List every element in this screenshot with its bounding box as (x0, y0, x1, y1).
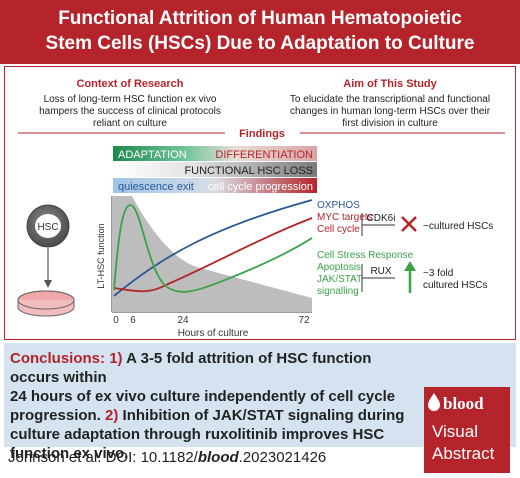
conclusion-2-number: 2) (105, 407, 119, 424)
differentiation-label: DIFFERENTIATION (215, 149, 313, 161)
tick-6: 6 (130, 315, 136, 326)
hsc-nucleus (35, 214, 61, 238)
conclusion-1-part-b: 24 hours of ex vivo culture independentl… (10, 388, 396, 405)
context-line-1: Loss of long-term HSC function ex vivo (43, 94, 217, 105)
conclusion-line-3: progression. 2) Inhibition of JAK/STAT s… (10, 406, 410, 425)
hsc-label: HSC (37, 222, 58, 233)
oxphos-curve (113, 199, 313, 297)
outcome-lower-1: ~3 fold (423, 268, 453, 279)
cross-icon-b (401, 216, 417, 232)
conclusion-1-part-a: A 3-5 fold attrition of HSC function occ… (10, 350, 372, 386)
tick-24: 24 (177, 315, 189, 326)
conclusion-2-part-c: function ex vivo. (10, 445, 129, 462)
conclusions-panel: Conclusions: 1) A 3-5 fold attrition of … (4, 343, 516, 473)
title-line-1: Functional Attrition of Human Hematopoie… (58, 8, 462, 29)
citation-suffix: .2023021426 (238, 449, 327, 466)
conclusion-2-part-a: Inhibition of JAK/STAT signaling during (122, 407, 405, 424)
quiescence-exit-label: quiescence exit (118, 181, 194, 193)
aim-text: To elucidate the transcriptional and fun… (270, 94, 510, 130)
context-text: Loss of long-term HSC function ex vivo h… (20, 94, 240, 130)
x-axis-label: Hours of culture (178, 328, 249, 339)
aim-line-1: To elucidate the transcriptional and fun… (289, 94, 491, 105)
context-line-2: hampers the success of clinical protocol… (39, 106, 221, 117)
citation: Johnson et al. DOI: 10.1182/blood.202302… (8, 449, 326, 466)
y-axis-label: LT-HSC function (96, 223, 106, 288)
signalling-label: signalling (317, 286, 359, 297)
aim-line-2: changes in human long-term HSCs over the… (289, 106, 491, 117)
findings-diagram: Findings ADAPTATION DIFFERENTIATION FUNC… (17, 128, 505, 339)
apoptosis-label: Apoptosis (317, 262, 361, 273)
cell-cycle-label: Cell cycle (317, 224, 360, 235)
myc-cell-cycle-curve (113, 217, 313, 293)
findings-heading: Findings (239, 128, 285, 140)
adaptation-differentiation-bar (113, 146, 317, 161)
blood-visual-abstract-badge: blood Visual Abstract (424, 387, 510, 473)
blood-logo: blood Visual Abstract (428, 393, 495, 463)
petri-dish-wall (17, 300, 75, 317)
adaptation-label: ADAPTATION (118, 149, 187, 161)
conclusion-1-part-c: progression. (10, 407, 101, 424)
brand-line-1: Visual (432, 422, 478, 441)
tick-72: 72 (298, 315, 310, 326)
cell-cycle-progression-label: cell cycle progression (208, 181, 313, 193)
cdk6i-label: CDK6i (367, 213, 396, 224)
rux-label: RUX (370, 266, 391, 277)
tick-0: 0 (113, 315, 119, 326)
outcome-lower-2: cultured HSCs (423, 280, 487, 291)
conclusion-1-number: 1) (109, 350, 123, 367)
blood-drop-icon (428, 393, 440, 411)
conclusion-line-1: Conclusions: 1) A 3-5 fold attrition of … (10, 349, 410, 387)
citation-journal: blood (197, 449, 239, 466)
oxphos-label: OXPHOS (317, 200, 360, 211)
functional-loss-bar (113, 162, 317, 177)
conclusion-2-part-b: culture adaptation through ruxolitinib i… (10, 426, 385, 443)
title-line-2: Stem Cells (HSCs) Due to Adaptation to C… (45, 33, 475, 54)
myc-targets-label: MYC targets (317, 212, 373, 223)
jakstat-label: JAK/STAT (317, 274, 362, 285)
title-banner: Functional Attrition of Human Hematopoie… (0, 0, 520, 64)
cell-stress-label: Cell Stress Response (317, 250, 414, 261)
context-heading: Context of Research (76, 78, 184, 90)
cell-cycle-bar (113, 178, 317, 193)
brand-name: blood (443, 394, 484, 413)
conclusions-text: Conclusions: 1) A 3-5 fold attrition of … (10, 349, 410, 463)
conclusions-label: Conclusions: (10, 350, 106, 367)
aim-heading: Aim of This Study (343, 78, 437, 90)
functional-loss-label: FUNCTIONAL HSC LOSS (184, 165, 313, 177)
outcome-upper: ~cultured HSCs (423, 221, 493, 232)
petri-dish-rim (17, 290, 75, 310)
hsc-arrow-head (44, 280, 52, 288)
context-line-3: reliant on culture (93, 118, 167, 129)
brand-line-2: Abstract (432, 444, 495, 463)
aim-line-3: first division in culture (342, 118, 438, 129)
up-arrow-icon-head (404, 261, 416, 271)
stress-jakstat-curve (113, 204, 313, 293)
citation-prefix: Johnson et al. DOI: 10.1182/ (8, 449, 198, 466)
